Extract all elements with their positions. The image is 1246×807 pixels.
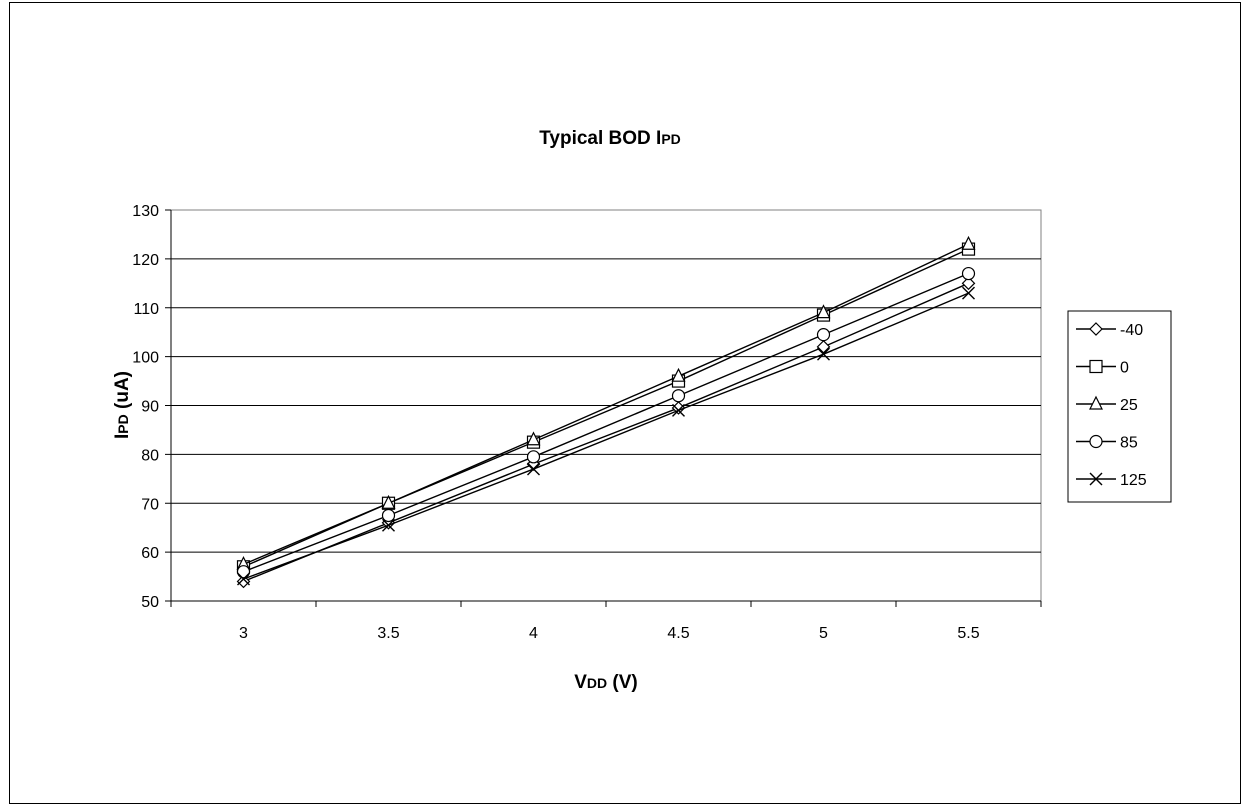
legend-label: 125 xyxy=(1120,472,1147,489)
legend-item--40: -40 xyxy=(1076,322,1143,339)
x-axis-title-rest: (V) xyxy=(607,672,638,693)
y-tick-label: 130 xyxy=(132,203,159,220)
y-tick-label: 110 xyxy=(133,301,159,318)
data-point-125-5 xyxy=(962,286,975,300)
data-point-85-1 xyxy=(381,508,396,523)
chart-title-subscript: PD xyxy=(661,131,680,147)
series-line-25 xyxy=(243,243,969,565)
y-axis-ticks: 50 60 70 80 90 100 110 120 130 xyxy=(132,203,172,611)
data-point-25-3 xyxy=(671,367,686,382)
data-point-125-2-stroke-b xyxy=(527,462,540,476)
x-axis-title-subscript: DD xyxy=(587,675,607,691)
series-85 xyxy=(236,266,976,579)
x-axis-ticks: 3 3.5 4 4.5 5 5.5 xyxy=(170,600,1042,642)
y-tick-label: 50 xyxy=(141,594,159,611)
legend-label: 0 xyxy=(1120,360,1129,377)
data-point-125-4-stroke-b xyxy=(817,347,830,361)
data-point-85-0 xyxy=(236,565,251,579)
series-line-85 xyxy=(243,272,969,573)
y-tick-label: 70 xyxy=(141,496,159,513)
legend-item-125: 125 xyxy=(1076,472,1147,489)
legend-item-85: 85 xyxy=(1076,435,1138,452)
data-point-125-5-stroke-b xyxy=(962,286,975,300)
data-point-125-0-stroke-b xyxy=(237,572,250,586)
data-point-125-3 xyxy=(672,403,685,417)
legend-marker--40 xyxy=(1089,322,1103,336)
x-tick-label: 5.5 xyxy=(957,625,979,642)
legend-label: 85 xyxy=(1120,435,1138,452)
series-125 xyxy=(237,286,975,586)
gridlines xyxy=(171,258,1041,553)
data-point-85-4 xyxy=(816,328,831,342)
data-point-125-0 xyxy=(237,572,250,586)
data-point--40-4 xyxy=(816,340,831,354)
data-point-125-2 xyxy=(527,462,540,476)
chart-title-main: Typical BOD I xyxy=(539,128,661,149)
legend-label: -40 xyxy=(1120,322,1143,339)
legend-box xyxy=(1067,310,1172,503)
y-tick-label: 100 xyxy=(132,350,159,367)
data-point-25-1 xyxy=(381,494,396,509)
x-tick-label: 4 xyxy=(529,625,538,642)
series-line-125 xyxy=(243,292,969,580)
y-axis-title-main: I xyxy=(112,434,133,439)
legend-marker-125-stroke-b xyxy=(1089,472,1103,486)
series-line--40 xyxy=(243,282,969,583)
legend-marker-0 xyxy=(1089,359,1103,374)
y-tick-label: 120 xyxy=(132,252,159,269)
legend-marker-85 xyxy=(1089,434,1103,449)
y-tick-label: 80 xyxy=(141,447,159,464)
legend-label: 25 xyxy=(1120,397,1138,414)
series-layer xyxy=(236,235,976,589)
data-point-125-1 xyxy=(382,518,395,532)
legend-marker-125 xyxy=(1089,472,1103,486)
y-axis-title: IPD (uA) xyxy=(112,371,133,439)
legend-item-25: 25 xyxy=(1076,395,1138,414)
x-axis-title: VDD (V) xyxy=(574,672,638,693)
x-tick-label: 5 xyxy=(819,625,828,642)
y-tick-label: 90 xyxy=(141,399,159,416)
data-point-25-5 xyxy=(961,235,976,250)
data-point-125-4 xyxy=(817,347,830,361)
chart-title: Typical BOD IPD xyxy=(539,128,681,149)
y-tick-label: 60 xyxy=(141,545,159,562)
data-point--40-5 xyxy=(961,276,976,291)
data-point-25-4 xyxy=(816,304,831,319)
data-point-125-3-stroke-b xyxy=(672,403,685,417)
x-tick-label: 4.5 xyxy=(667,625,689,642)
legend: -40 0 25 85 125 xyxy=(1067,310,1172,503)
y-axis-title-subscript: PD xyxy=(115,414,131,433)
legend-marker-25 xyxy=(1089,395,1103,410)
x-axis-title-main: V xyxy=(574,672,587,693)
data-point-25-2 xyxy=(526,431,541,446)
y-axis-title-rest: (uA) xyxy=(112,371,133,414)
data-point-85-3 xyxy=(671,389,686,403)
legend-item-0: 0 xyxy=(1076,360,1129,377)
data-point-85-5 xyxy=(961,266,976,281)
x-tick-label: 3 xyxy=(239,625,248,642)
data-point-85-2 xyxy=(526,450,541,464)
data-point-125-1-stroke-b xyxy=(382,518,395,532)
x-tick-label: 3.5 xyxy=(377,625,399,642)
